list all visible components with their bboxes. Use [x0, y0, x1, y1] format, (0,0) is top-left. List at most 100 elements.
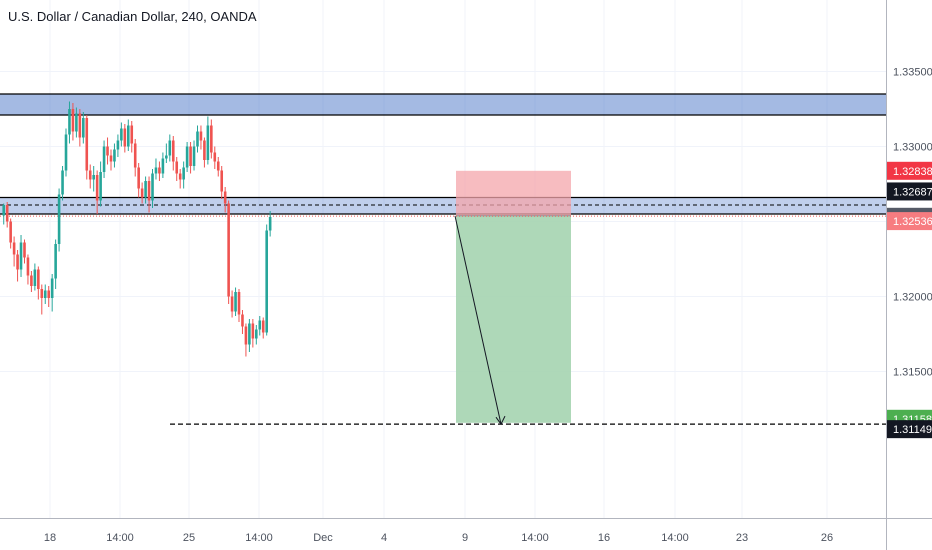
candle-body	[61, 170, 64, 195]
candle-body	[19, 242, 23, 270]
candle-body	[26, 257, 30, 276]
candle-body	[213, 152, 217, 162]
candle-body	[161, 158, 165, 174]
candle-body	[123, 128, 127, 147]
candle-body	[9, 221, 12, 243]
candle-body	[268, 217, 272, 231]
candle-body	[78, 113, 82, 138]
candle-body	[171, 140, 175, 162]
candle-body	[43, 290, 47, 298]
candle-body	[210, 125, 213, 153]
x-tick-label: 14:00	[661, 532, 689, 544]
candle-body	[234, 292, 237, 312]
price-label-tag	[887, 420, 932, 439]
candle-body	[5, 205, 9, 222]
candle-body	[244, 326, 248, 345]
candle-body	[182, 167, 185, 180]
candle-body	[2, 205, 6, 216]
x-tick-label: 26	[821, 532, 833, 544]
candle-body	[227, 203, 230, 297]
candle-body	[165, 155, 168, 159]
x-tick-label: 9	[462, 532, 468, 544]
price-label-text: 1.32536	[893, 216, 932, 228]
candle-body	[106, 146, 109, 156]
candle-body	[130, 125, 134, 144]
x-tick-label: 18	[44, 532, 56, 544]
candle-body	[147, 181, 151, 201]
x-tick-label: 14:00	[521, 532, 549, 544]
candle-body	[189, 146, 192, 166]
y-tick-label: 1.32000	[893, 292, 932, 304]
y-tick-label: 1.31500	[893, 367, 932, 379]
candle-body	[140, 188, 144, 198]
x-tick-label: 14:00	[245, 532, 273, 544]
y-tick-label: 1.33500	[893, 67, 932, 79]
price-label-tag	[887, 182, 932, 201]
candle-body	[258, 320, 262, 330]
candle-body	[175, 161, 179, 174]
candle-body	[216, 161, 220, 171]
x-tick-label: 23	[736, 532, 748, 544]
candle-body	[85, 118, 89, 171]
candle-body	[16, 254, 19, 270]
candle-body	[230, 296, 234, 312]
candle-body	[133, 143, 137, 168]
candle-body	[102, 146, 106, 172]
candle-body	[237, 292, 241, 315]
candle-body	[113, 149, 116, 162]
candle-body	[126, 125, 130, 147]
candle-body	[88, 170, 92, 180]
support-zone	[0, 197, 886, 214]
x-tick-label: Dec	[313, 532, 333, 544]
take-profit-zone	[456, 215, 571, 423]
price-label-text: 1.31149	[893, 424, 932, 436]
candle-body	[68, 109, 71, 135]
candle-body	[255, 329, 258, 339]
y-tick-label: 1.33000	[893, 142, 932, 154]
candle-body	[151, 173, 154, 201]
candle-body	[199, 131, 203, 141]
candle-body	[241, 314, 244, 327]
candle-body	[158, 167, 161, 174]
candle-body	[192, 146, 196, 166]
candle-body	[261, 320, 265, 333]
candle-body	[196, 131, 199, 147]
candle-body	[137, 167, 140, 189]
candle-body	[33, 269, 37, 286]
candle-body	[220, 170, 224, 192]
x-tick-label: 4	[381, 532, 387, 544]
stop-loss-zone	[456, 170, 571, 216]
arrow-head	[495, 415, 506, 426]
candle-body	[23, 242, 26, 258]
candle-body	[40, 289, 44, 298]
candle-body	[92, 175, 95, 180]
candle-body	[168, 140, 172, 156]
candle-body	[185, 146, 189, 168]
candle-body	[57, 194, 61, 244]
candle-body	[109, 155, 113, 162]
candle-body	[144, 181, 147, 198]
candle-body	[64, 134, 68, 171]
price-label-text: 1.32687	[893, 186, 932, 198]
candle-body	[82, 118, 85, 138]
arrow-line	[454, 215, 502, 425]
candle-body	[120, 128, 123, 141]
candle-body	[248, 323, 251, 345]
x-tick-label: 16	[598, 532, 610, 544]
candle-body	[178, 173, 182, 180]
candle-body	[223, 191, 227, 204]
resistance-zone	[0, 94, 886, 115]
candle-body	[116, 140, 120, 150]
price-label-tag	[887, 161, 932, 180]
candle-body	[12, 242, 16, 255]
candle-body	[47, 290, 51, 298]
price-label-tag	[887, 212, 932, 231]
x-tick-label: 25	[183, 532, 195, 544]
candle-body	[95, 175, 99, 201]
candle-body	[265, 230, 268, 333]
candle-body	[251, 323, 255, 339]
candle-body	[37, 269, 40, 289]
candle-body	[99, 172, 102, 201]
